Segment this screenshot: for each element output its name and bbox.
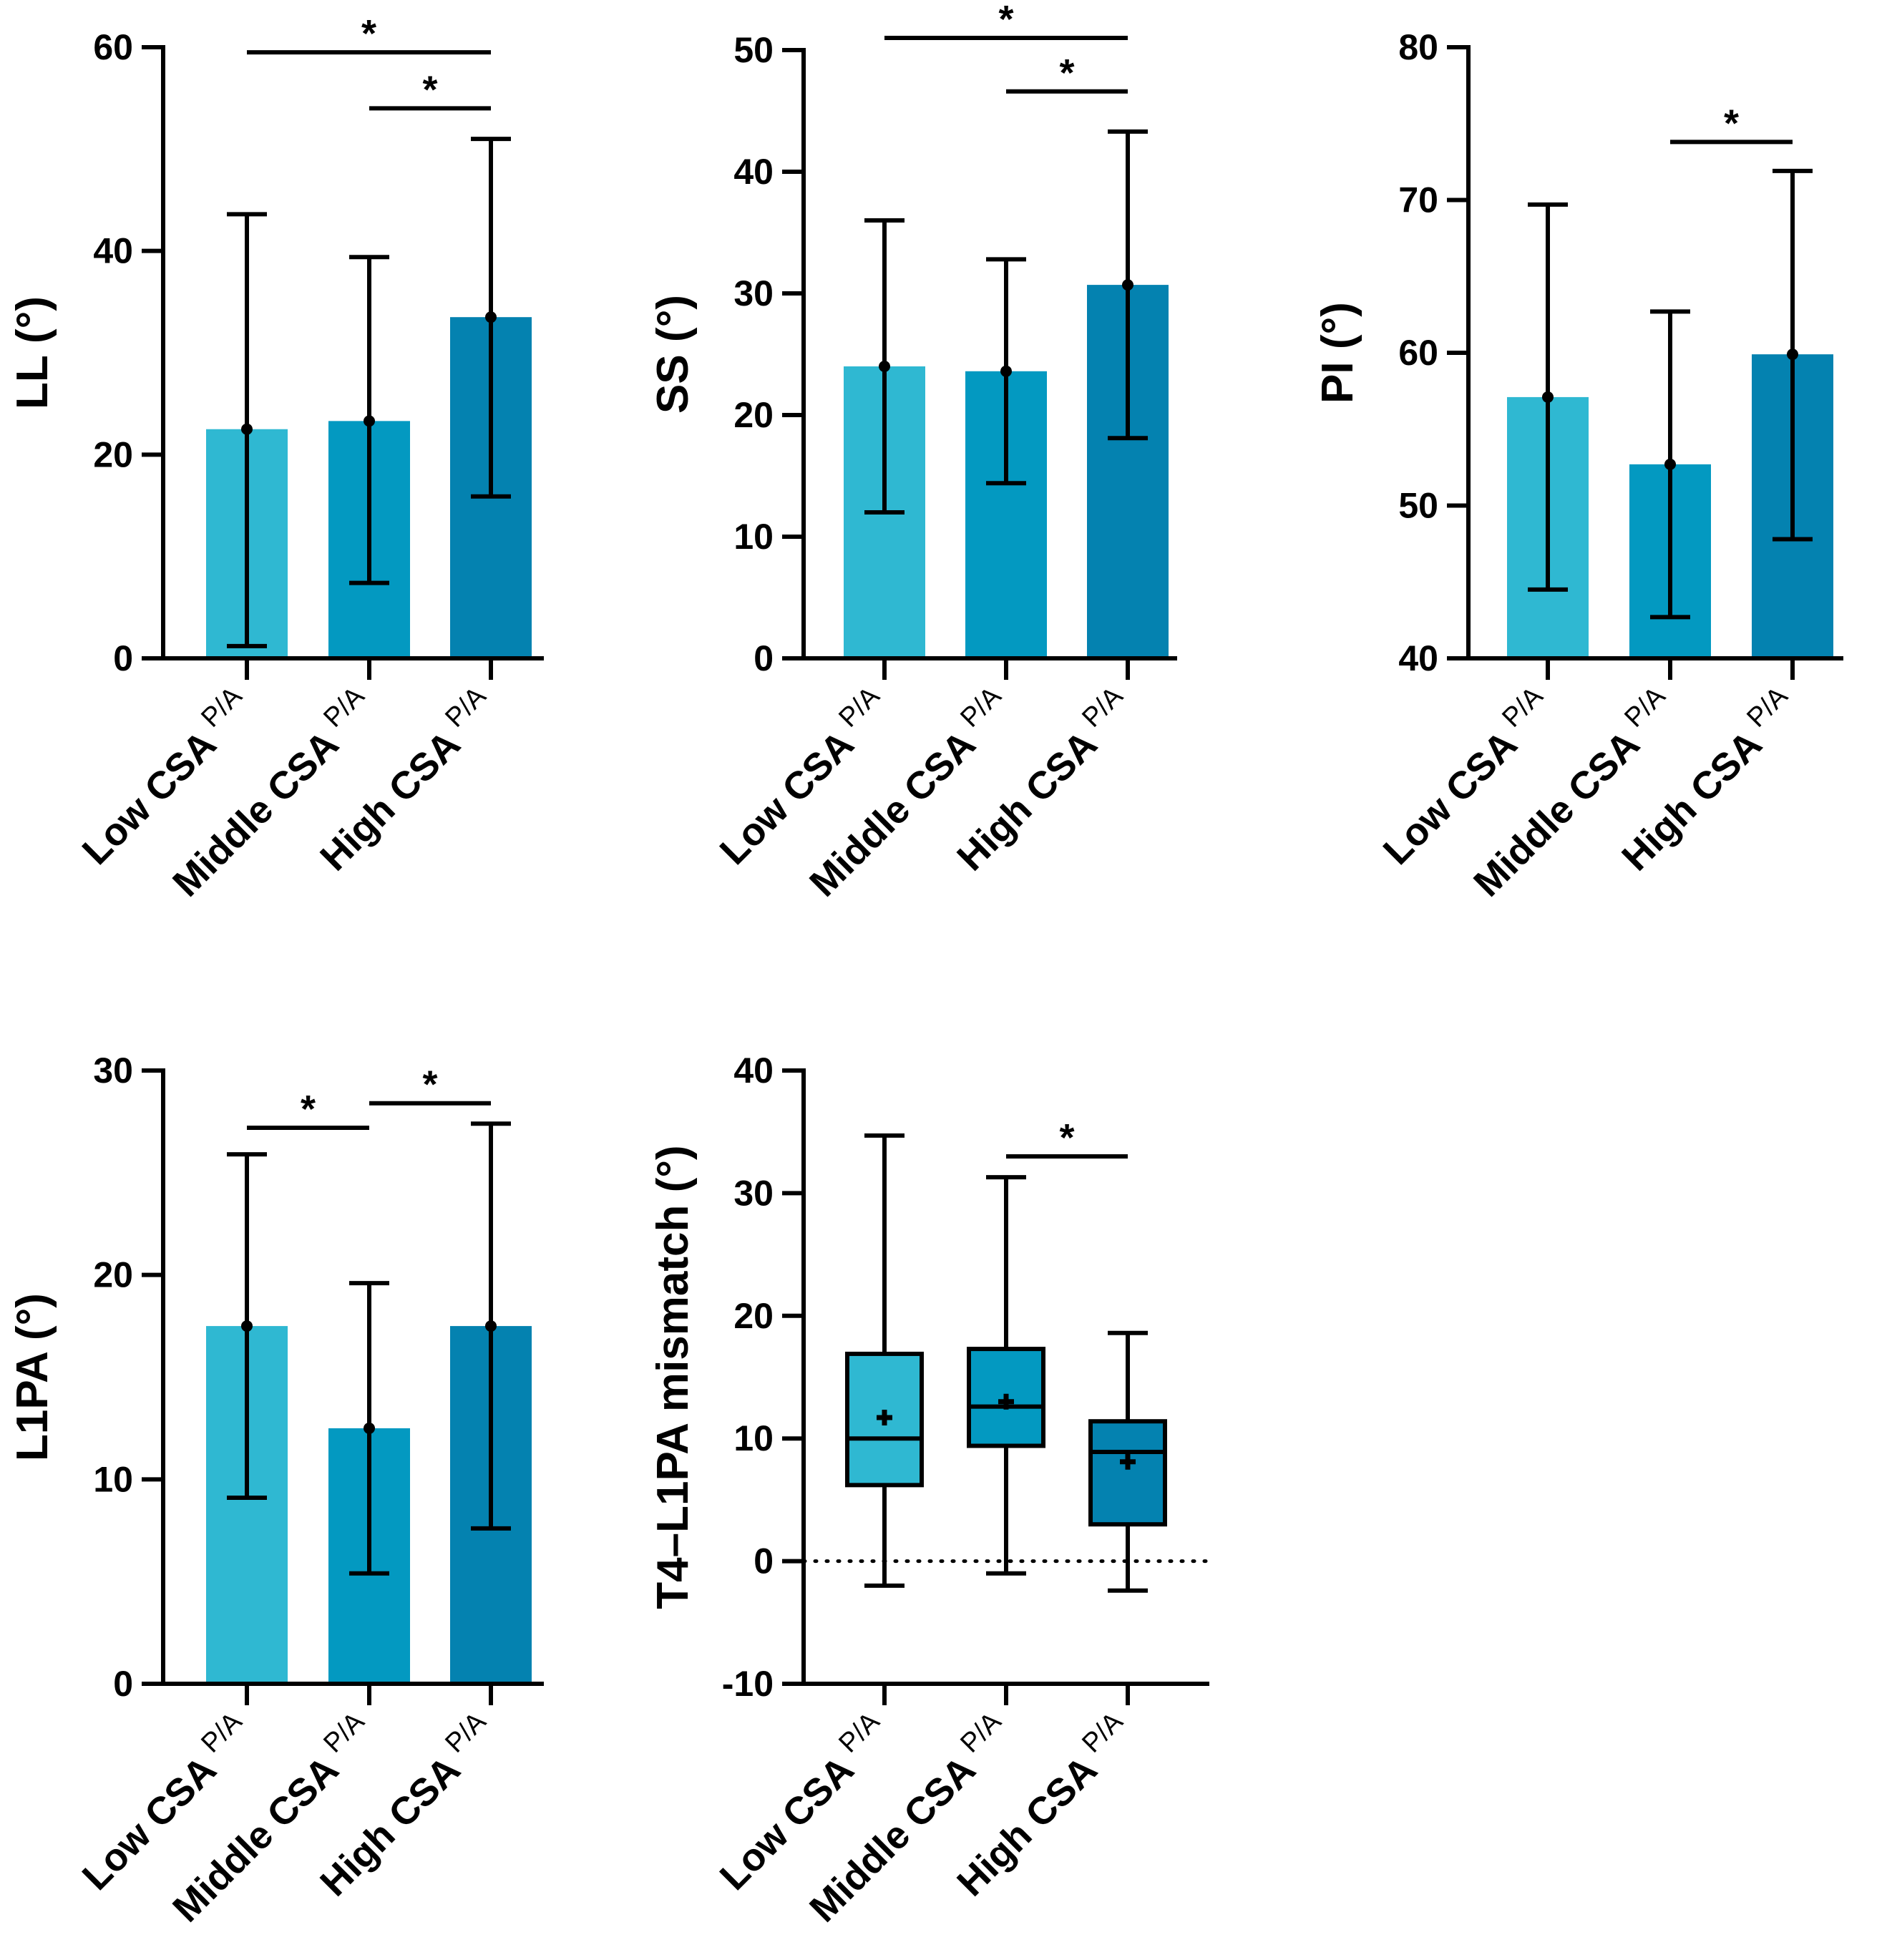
- t4l1pa-high-mean-marker: [1120, 1453, 1136, 1470]
- pi-y-tick-label: 60: [1398, 333, 1438, 373]
- l1pa-significance-star: *: [422, 1063, 437, 1106]
- t4l1pa-significance-star: *: [1059, 1116, 1074, 1159]
- l1pa-y-axis-title: L1PA (°): [8, 1293, 57, 1461]
- l1pa-y-tick-label: 0: [113, 1664, 133, 1704]
- ll-significance-star: *: [361, 12, 376, 55]
- t4l1pa-y-axis-title: T4–L1PA mismatch (°): [648, 1145, 698, 1609]
- t4l1pa-middle-mean-marker: [998, 1393, 1014, 1410]
- l1pa-x-tick-label: Middle CSAP/A: [160, 1706, 384, 1930]
- ss-significance-star: *: [1059, 52, 1074, 94]
- l1pa-high-mean-point: [485, 1320, 497, 1332]
- t4l1pa-low-mean-marker: [877, 1410, 892, 1426]
- ss-significance-star: *: [998, 0, 1013, 41]
- pi-y-tick-label: 40: [1398, 638, 1438, 678]
- pi-y-axis-title: PI (°): [1313, 302, 1362, 404]
- pi-high-mean-point: [1787, 348, 1798, 361]
- ss-y-tick-label: 50: [733, 30, 774, 70]
- pi-middle-mean-point: [1664, 458, 1676, 470]
- l1pa-y-tick-label: 10: [93, 1459, 133, 1499]
- ll-high-mean-point: [485, 311, 497, 323]
- ss-y-tick-label: 0: [754, 638, 774, 678]
- ll-y-tick-label: 60: [93, 27, 133, 67]
- ss-y-tick-label: 30: [733, 273, 774, 313]
- t4l1pa-y-tick-label: 30: [733, 1173, 774, 1213]
- pi-y-tick-label: 70: [1398, 180, 1438, 220]
- t4l1pa-high-box: [1088, 1419, 1167, 1527]
- pi-significance-star: *: [1724, 102, 1739, 145]
- ll-significance-star: *: [422, 68, 437, 111]
- ll-y-tick-label: 20: [93, 434, 133, 474]
- ll-y-tick-label: 0: [113, 638, 133, 678]
- l1pa-significance-star: *: [301, 1088, 316, 1131]
- ll-middle-mean-point: [364, 415, 375, 427]
- pi-low-mean-point: [1542, 391, 1554, 403]
- pi-y-tick-label: 50: [1398, 486, 1438, 526]
- t4l1pa-y-tick-label: 0: [754, 1541, 774, 1581]
- t4l1pa-x-tick-label: Middle CSAP/A: [797, 1706, 1021, 1930]
- l1pa-middle-mean-point: [364, 1422, 375, 1434]
- l1pa-y-tick-label: 30: [93, 1050, 133, 1091]
- ss-middle-mean-point: [1000, 365, 1012, 377]
- ss-y-axis-title: SS (°): [648, 295, 698, 414]
- l1pa-low-mean-point: [241, 1320, 253, 1332]
- ss-x-tick-label: Middle CSAP/A: [797, 681, 1021, 905]
- ss-y-tick-label: 40: [733, 152, 774, 192]
- ss-y-tick-label: 20: [733, 395, 774, 435]
- ll-y-tick-label: 40: [93, 231, 133, 271]
- ll-y-axis-title: LL (°): [8, 296, 57, 409]
- t4l1pa-y-tick-label: 20: [733, 1296, 774, 1336]
- ll-x-tick-label: Middle CSAP/A: [160, 681, 384, 905]
- ll-low-mean-point: [241, 423, 253, 435]
- t4l1pa-y-tick-label: 40: [733, 1050, 774, 1091]
- ss-y-tick-label: 10: [733, 517, 774, 557]
- ss-high-mean-point: [1122, 279, 1133, 291]
- t4l1pa-y-tick-label: -10: [722, 1664, 774, 1704]
- l1pa-y-tick-label: 20: [93, 1255, 133, 1295]
- ss-low-mean-point: [879, 361, 890, 372]
- t4l1pa-y-tick-label: 10: [733, 1418, 774, 1458]
- pi-y-tick-label: 80: [1398, 27, 1438, 67]
